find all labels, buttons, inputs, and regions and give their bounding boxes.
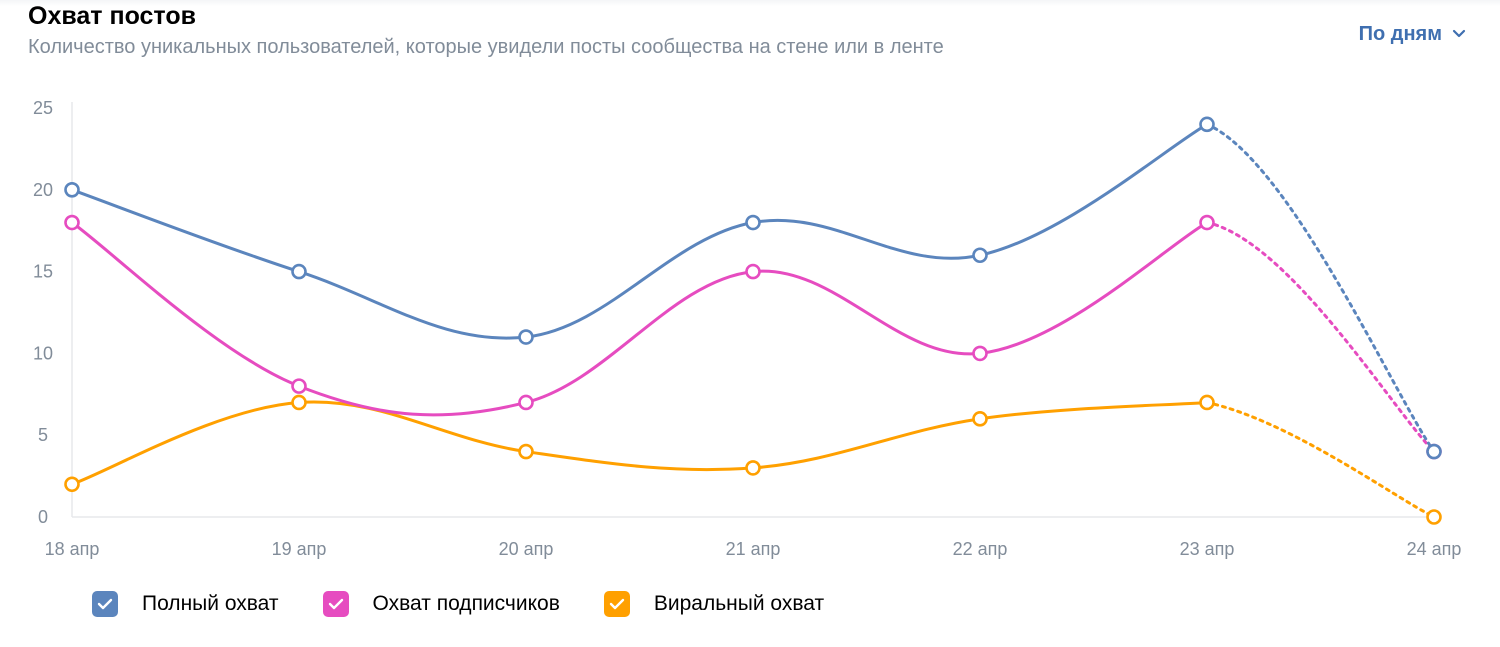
- checkmark-icon: [97, 598, 113, 610]
- legend-item-total[interactable]: Полный охват: [92, 590, 279, 618]
- legend-label-viral: Виральный охват: [653, 592, 825, 615]
- x-tick-label: 19 апр: [272, 539, 327, 559]
- top-divider: [0, 0, 1500, 6]
- data-point[interactable]: [972, 247, 988, 264]
- data-point[interactable]: [745, 460, 761, 476]
- series-line: [71, 400, 1208, 486]
- legend-item-subscribers[interactable]: Охват подписчиков: [322, 590, 560, 618]
- series-forecast-line: [1205, 400, 1436, 519]
- checkbox-subscribers[interactable]: [322, 591, 349, 617]
- series-forecast-line: [1205, 122, 1436, 454]
- data-point[interactable]: [1199, 214, 1215, 231]
- checkmark-icon: [609, 598, 625, 610]
- x-tick-label: 22 апр: [953, 539, 1008, 559]
- x-tick-label: 21 апр: [726, 539, 781, 559]
- chevron-down-icon: [1452, 29, 1466, 38]
- chart-legend: Полный охват Охват подписчиков Виральный…: [92, 590, 868, 618]
- data-point[interactable]: [64, 214, 80, 231]
- data-point[interactable]: [291, 378, 307, 394]
- y-tick-label: 5: [38, 425, 48, 445]
- page-subtitle: Количество уникальных пользователей, кот…: [28, 36, 944, 58]
- legend-item-viral[interactable]: Виральный охват: [603, 590, 825, 618]
- page-title: Охват постов: [28, 2, 196, 30]
- data-point[interactable]: [291, 263, 307, 280]
- series-line: [71, 221, 1208, 417]
- data-point[interactable]: [291, 394, 307, 411]
- y-tick-label: 20: [33, 180, 53, 200]
- checkmark-icon: [328, 598, 343, 610]
- x-tick-label: 24 апр: [1407, 539, 1462, 559]
- data-point[interactable]: [972, 345, 988, 362]
- series-forecast-line: [1205, 221, 1436, 454]
- data-point[interactable]: [1426, 443, 1442, 460]
- y-tick-label: 10: [33, 343, 53, 363]
- data-point[interactable]: [518, 443, 534, 460]
- period-dropdown[interactable]: По дням: [1359, 21, 1466, 47]
- data-point[interactable]: [972, 411, 988, 427]
- y-tick-label: 15: [33, 262, 53, 282]
- data-point[interactable]: [745, 263, 761, 280]
- data-point[interactable]: [1199, 394, 1215, 411]
- x-tick-label: 20 апр: [499, 539, 554, 559]
- legend-label-total: Полный охват: [142, 592, 279, 615]
- data-point[interactable]: [64, 182, 80, 198]
- checkbox-total[interactable]: [92, 591, 118, 617]
- reach-line-chart: 0 5 10 15 20 25 18 апр 19 апр 20 апр 21 апр 22 апр…: [33, 98, 1462, 559]
- data-point[interactable]: [1199, 116, 1215, 133]
- data-point[interactable]: [64, 476, 80, 493]
- x-tick-label: 18 апр: [45, 539, 100, 559]
- x-tick-label: 23 апр: [1180, 539, 1235, 559]
- data-point[interactable]: [518, 329, 534, 345]
- data-point[interactable]: [1426, 509, 1442, 525]
- y-tick-label: 25: [33, 98, 53, 118]
- period-label: По дням: [1358, 23, 1442, 45]
- legend-label-subscribers: Охват подписчиков: [372, 592, 560, 615]
- data-point[interactable]: [518, 394, 534, 411]
- checkbox-viral[interactable]: [603, 591, 630, 617]
- y-tick-label: 0: [38, 507, 48, 527]
- series-line: [71, 123, 1208, 340]
- data-point[interactable]: [745, 214, 761, 231]
